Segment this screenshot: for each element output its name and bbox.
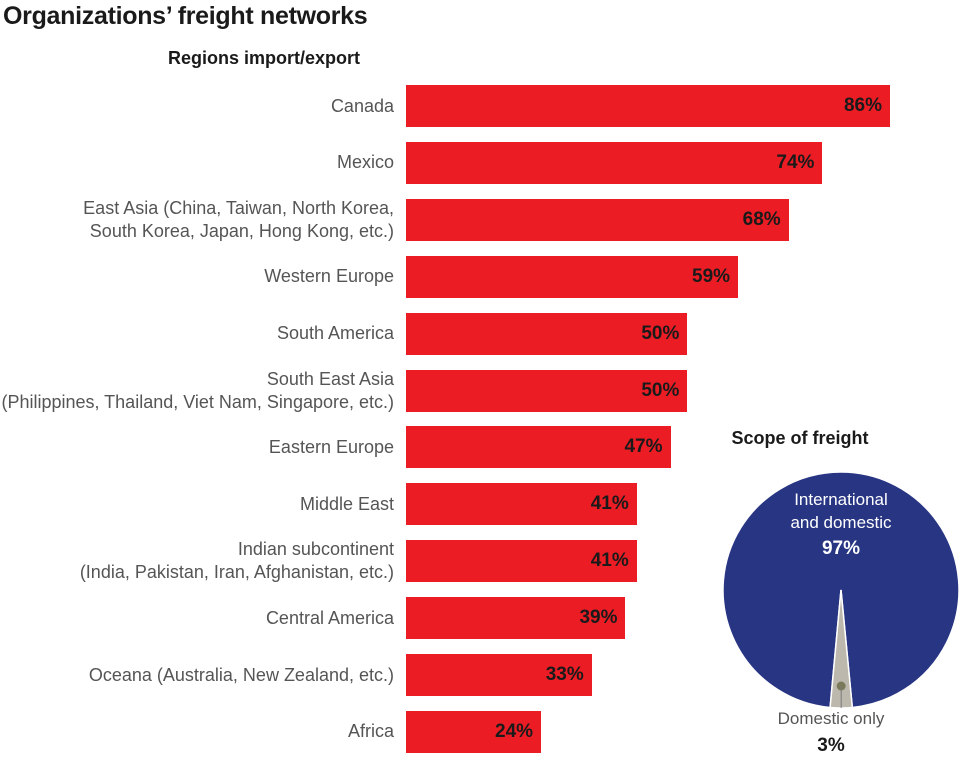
- pie-label-domestic: Domestic only: [777, 709, 885, 728]
- bar-value-label: 68%: [742, 208, 781, 230]
- category-label: Western Europe: [264, 266, 394, 287]
- category-label: Indian subcontinent (India, Pakistan, Ira…: [79, 539, 394, 583]
- bar: [406, 654, 592, 696]
- category-label: Central America: [265, 607, 394, 628]
- bar-value-label: 50%: [641, 379, 680, 401]
- category-label: Canada: [330, 95, 394, 116]
- bar-value-label: 50%: [641, 322, 680, 344]
- category-label: Middle East: [299, 493, 394, 514]
- bar: [406, 85, 890, 127]
- pie-value-international: 97%: [821, 538, 861, 559]
- bar: [406, 255, 739, 298]
- bar-chart-title: Regions import/export: [168, 48, 361, 68]
- category-label: South America: [276, 323, 394, 344]
- category-label: East Asia (China, Taiwan, North Korea, So…: [83, 197, 394, 241]
- pie-label-international: International and domestic: [790, 490, 892, 532]
- chart-title: Organizations’ freight networks: [3, 2, 368, 30]
- pie-value-domestic: 3%: [817, 735, 845, 756]
- category-label: Eastern Europe: [268, 436, 394, 457]
- bar: [406, 540, 637, 583]
- bar-value-label: 86%: [843, 95, 882, 116]
- bar: [406, 312, 688, 355]
- bar: [406, 710, 542, 753]
- category-label: Mexico: [336, 152, 394, 173]
- bar: [406, 597, 626, 640]
- category-label: Africa: [347, 721, 394, 742]
- bar-value-label: 41%: [590, 550, 629, 572]
- pie-slice-international: [722, 471, 960, 709]
- bar-value-label: 33%: [545, 664, 584, 685]
- bar: [406, 483, 637, 526]
- bar-value-label: 39%: [579, 607, 618, 629]
- pie-slice-domestic: [829, 589, 854, 709]
- pie-chart: [722, 471, 960, 709]
- bar: [406, 141, 823, 184]
- category-label: South East Asia (Philippines, Thailand, V…: [1, 368, 394, 412]
- bar-value-label: 74%: [776, 151, 815, 173]
- bar: [406, 369, 688, 412]
- bar-value-label: 59%: [692, 265, 731, 287]
- category-label: Oceana (Australia, New Zealand, etc.): [88, 664, 394, 685]
- bar-value-label: 41%: [590, 493, 629, 515]
- pie-chart-title: Scope of freight: [731, 428, 869, 448]
- bar-value-label: 24%: [495, 720, 534, 742]
- bar: [406, 426, 671, 469]
- bar-value-label: 47%: [624, 436, 663, 458]
- bar: [406, 198, 789, 241]
